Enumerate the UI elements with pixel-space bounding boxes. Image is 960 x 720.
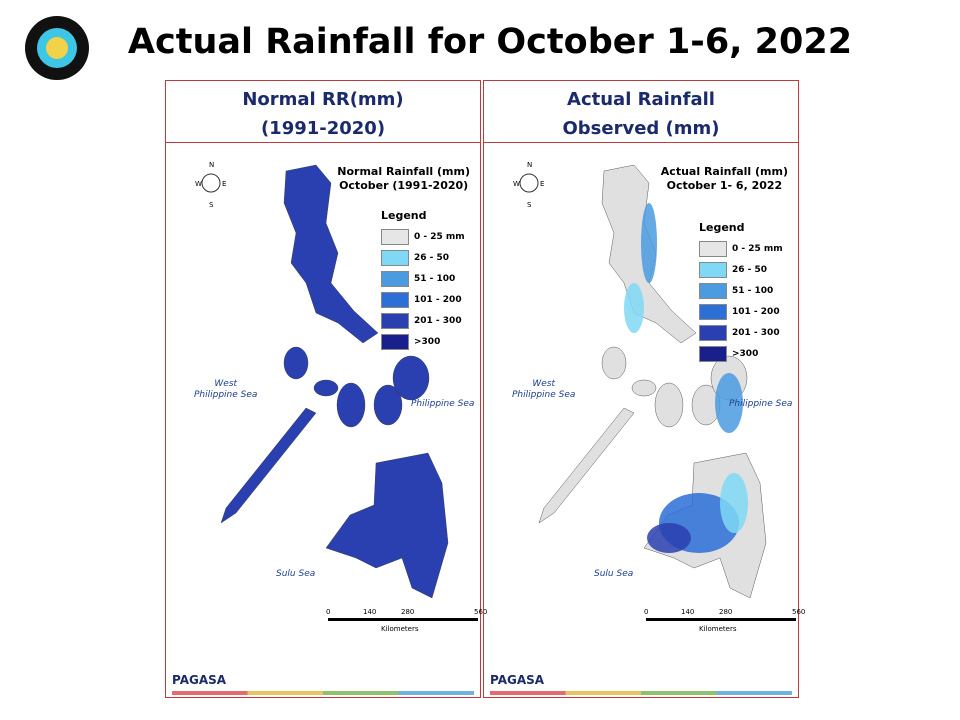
legend-label: >300 — [414, 337, 441, 347]
legend-item: 201 - 300 — [699, 325, 780, 341]
legend-label: >300 — [732, 349, 759, 359]
map-title-line: Normal Rainfall (mm) — [337, 165, 470, 178]
legend-swatch — [699, 304, 727, 320]
legend-item: 51 - 100 — [381, 271, 455, 287]
legend-item: 51 - 100 — [699, 283, 773, 299]
legend-label: 101 - 200 — [732, 307, 780, 317]
legend-title: Legend — [699, 221, 745, 234]
legend-label: 201 - 300 — [732, 328, 780, 338]
compass — [201, 173, 221, 193]
color-strip — [490, 691, 792, 695]
legend-label: 201 - 300 — [414, 316, 462, 326]
map — [519, 164, 796, 621]
rain-area — [647, 523, 691, 553]
scale-bar — [328, 618, 478, 621]
compass-letter: W — [513, 180, 520, 188]
sea-label: Philippine Sea — [729, 399, 793, 409]
legend-swatch — [699, 262, 727, 278]
legend-item: 0 - 25 mm — [381, 229, 465, 245]
sea-label: Philippine Sea — [411, 399, 475, 409]
legend-item: 201 - 300 — [381, 313, 462, 329]
compass-letter: W — [195, 180, 202, 188]
scale-tick-label: 140 — [363, 608, 377, 616]
legend-item: 26 - 50 — [381, 250, 449, 266]
legend-label: 0 - 25 mm — [414, 232, 465, 242]
legend-label: 101 - 200 — [414, 295, 462, 305]
map-title: Normal Rainfall (mm) October (1991-2020) — [337, 165, 470, 193]
sea-label: West Philippine Sea — [194, 379, 257, 401]
legend-swatch — [381, 334, 409, 350]
scale-unit: Kilometers — [699, 625, 737, 633]
legend-swatch — [381, 313, 409, 329]
compass-letter: N — [209, 161, 215, 169]
scale-tick-label: 140 — [681, 608, 695, 616]
header-line: Normal RR(mm) — [242, 89, 404, 110]
legend-item: 0 - 25 mm — [699, 241, 783, 257]
scale-unit: Kilometers — [381, 625, 419, 633]
map-panel: Normal RR(mm) (1991-2020) N S W E Normal Rainf… — [165, 80, 487, 698]
legend-label: 51 - 100 — [414, 274, 456, 284]
scale-tick-label: 560 — [474, 608, 488, 616]
map-title-line: Actual Rainfall (mm) — [660, 165, 788, 178]
map-title: Actual Rainfall (mm) October 1- 6, 2022 — [661, 165, 788, 193]
legend-item: 101 - 200 — [699, 304, 780, 320]
legend-item: >300 — [699, 346, 758, 362]
header-line: (1991-2020) — [260, 118, 386, 139]
legend-title: Legend — [381, 209, 427, 222]
rain-area — [641, 203, 657, 283]
compass-letter: E — [222, 180, 227, 188]
legend-swatch — [381, 271, 409, 287]
legend-swatch — [699, 325, 727, 341]
compass-letter: E — [540, 180, 545, 188]
legend-swatch — [699, 241, 727, 257]
rain-area — [715, 373, 743, 433]
agency-logo — [25, 16, 89, 80]
sea-label: Sulu Sea — [594, 569, 634, 579]
legend-item: 101 - 200 — [381, 292, 462, 308]
legend-label: 0 - 25 mm — [732, 244, 783, 254]
sea-label-line: Philippine Sea — [512, 390, 576, 400]
map-title-line: October 1- 6, 2022 — [666, 179, 783, 192]
slide-title: Actual Rainfall for October 1-6, 2022 — [127, 22, 853, 62]
legend-item: 26 - 50 — [699, 262, 767, 278]
legend-item: >300 — [381, 334, 440, 350]
scale-tick-label: 0 — [326, 608, 331, 616]
legend-swatch — [381, 250, 409, 266]
agency-name: PAGASA — [490, 673, 545, 687]
scale-tick-label: 560 — [792, 608, 806, 616]
compass — [519, 173, 539, 193]
legend-label: 51 - 100 — [732, 286, 774, 296]
compass-letter: N — [527, 161, 533, 169]
rain-area — [720, 473, 748, 533]
legend-swatch — [699, 283, 727, 299]
legend-swatch — [381, 229, 409, 245]
compass-letter: S — [527, 201, 532, 209]
scale-tick-label: 0 — [644, 608, 649, 616]
header-line: Observed (mm) — [562, 118, 720, 139]
legend-label: 26 - 50 — [732, 265, 768, 275]
legend-swatch — [699, 346, 727, 362]
scale-tick-label: 280 — [401, 608, 415, 616]
agency-name: PAGASA — [172, 673, 227, 687]
scale-bar — [646, 618, 796, 621]
compass-letter: S — [209, 201, 214, 209]
color-strip — [172, 691, 474, 695]
legend-swatch — [381, 292, 409, 308]
panel-header: Actual Rainfall Observed (mm) — [484, 81, 798, 143]
rain-area — [624, 283, 644, 333]
scale-tick-label: 280 — [719, 608, 733, 616]
map-title-line: October (1991-2020) — [339, 179, 469, 192]
sea-label: Sulu Sea — [276, 569, 316, 579]
legend-label: 26 - 50 — [414, 253, 450, 263]
panel-header: Normal RR(mm) (1991-2020) — [166, 81, 480, 143]
sea-label-line: Philippine Sea — [194, 390, 258, 400]
sea-label: West Philippine Sea — [512, 379, 575, 401]
sea-label-line: West — [532, 379, 556, 389]
sea-label-line: West — [214, 379, 238, 389]
header-line: Actual Rainfall — [567, 89, 715, 110]
map — [201, 164, 478, 621]
map-panel: Actual Rainfall Observed (mm) N S W E Actual R… — [483, 80, 805, 698]
